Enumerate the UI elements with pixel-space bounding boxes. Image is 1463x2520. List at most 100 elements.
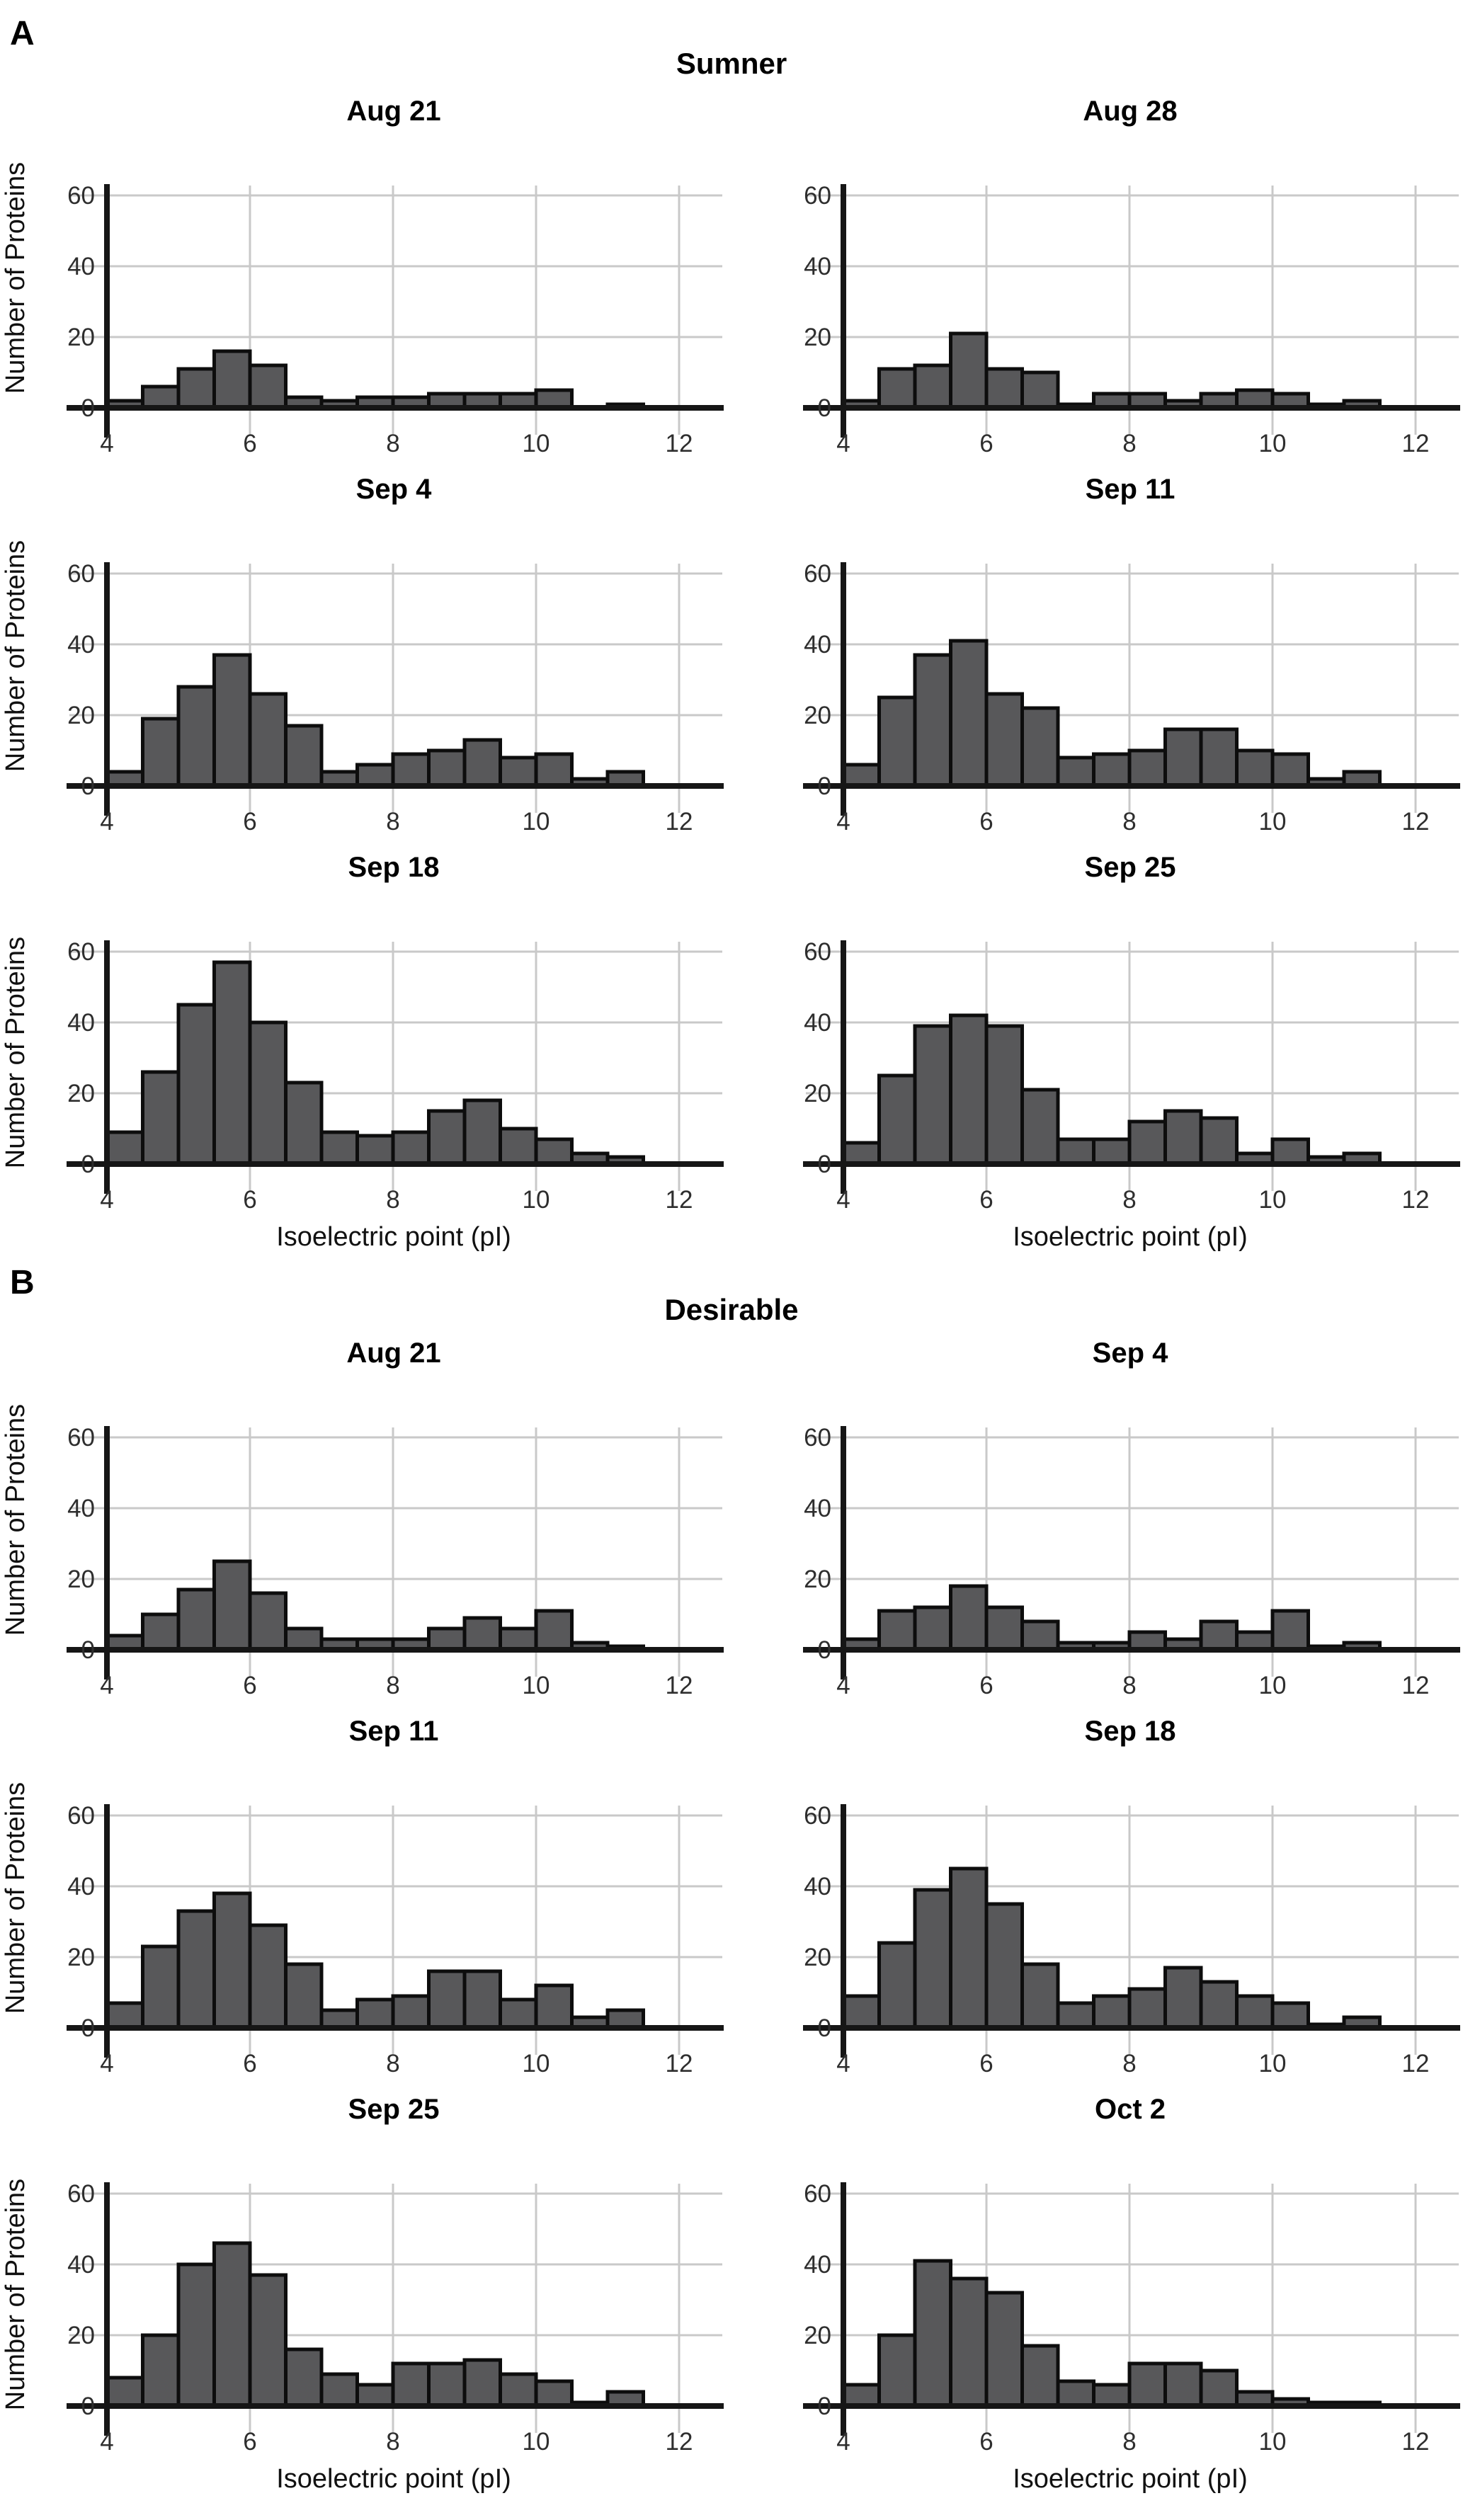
axes [803,1426,1460,1680]
subplot-row: Number of Proteins Sep 4 0 20 40 60 4 6 8 10 12 … [0,469,1463,843]
panel-b-label: B [10,1264,35,1301]
svg-text:60: 60 [804,938,831,966]
panel-a-header: A Sumner [0,7,1463,91]
panel-b-header: B Desirable [0,1262,1463,1333]
svg-text:4: 4 [836,430,850,457]
histogram-plot: 0 20 40 60 4 6 8 10 12 [67,560,724,836]
svg-text:20: 20 [804,1944,831,1971]
svg-text:8: 8 [1122,1672,1136,1699]
subplot-a-sep11: Sep 11 0 20 40 60 4 6 8 10 12 [769,469,1463,843]
svg-text:0: 0 [818,1151,831,1178]
svg-text:0: 0 [81,2014,95,2042]
svg-text:4: 4 [100,430,113,457]
panel-a-label: A [10,15,35,52]
axes [67,184,724,438]
tick-labels: 0 20 40 60 4 6 8 10 12 [67,560,693,836]
svg-text:0: 0 [818,772,831,800]
axes [803,2182,1460,2436]
svg-text:60: 60 [67,1802,95,1830]
histogram-plot: 0 20 40 60 4 6 8 10 12 [803,1802,1460,2077]
y-axis-label-text: Number of Proteins [1,161,31,394]
y-axis-label-text: Number of Proteins [1,540,31,772]
svg-text:6: 6 [243,430,256,457]
svg-text:6: 6 [243,808,256,836]
y-axis-label: Number of Proteins [0,91,33,464]
bars [105,349,645,410]
subplot-a-aug21: Aug 21 0 20 40 60 4 6 8 10 12 [33,91,727,464]
svg-text:40: 40 [804,2251,831,2279]
subplot-a-sep18: Sep 18 0 20 40 60 4 6 8 10 12 Isoelectric point … [33,847,727,1258]
subplot-title: Sep 25 [348,2094,440,2125]
bars [841,1866,1382,2030]
subplot-title: Sep 4 [355,474,432,505]
svg-text:0: 0 [81,1151,95,1178]
svg-text:6: 6 [979,1186,993,1214]
svg-text:20: 20 [67,702,95,729]
tick-labels: 0 20 40 60 4 6 8 10 12 [67,2180,693,2456]
bars [105,960,645,1166]
svg-text:40: 40 [804,253,831,280]
svg-text:6: 6 [979,2428,993,2456]
svg-text:12: 12 [1402,2428,1430,2456]
histogram-plot: 0 20 40 60 4 6 8 10 12 [803,2180,1460,2456]
svg-text:4: 4 [100,1186,113,1214]
svg-text:20: 20 [67,1080,95,1107]
axes [67,562,724,816]
subplot-row: Number of Proteins Aug 21 0 20 40 60 4 6 8 10 12… [0,91,1463,464]
svg-text:6: 6 [243,2050,256,2077]
subplot-a-sep25: Sep 25 0 20 40 60 4 6 8 10 12 Isoelectric point … [769,847,1463,1258]
svg-text:8: 8 [1122,2428,1136,2456]
svg-text:60: 60 [804,1424,831,1452]
svg-text:40: 40 [67,253,95,280]
subplot-b-sep4: Sep 4 0 20 40 60 4 6 8 10 12 [769,1333,1463,1706]
svg-text:4: 4 [100,1672,113,1699]
histogram-plot: 0 20 40 60 4 6 8 10 12 [803,938,1460,1214]
tick-labels: 0 20 40 60 4 6 8 10 12 [804,2180,1429,2456]
subplot-a-aug28: Aug 28 0 20 40 60 4 6 8 10 12 [769,91,1463,464]
svg-text:12: 12 [666,1672,693,1699]
svg-text:8: 8 [1122,1186,1136,1214]
svg-text:6: 6 [979,808,993,836]
histogram-plot: 0 20 40 60 4 6 8 10 12 [67,938,724,1214]
svg-text:0: 0 [818,394,831,422]
axes [803,184,1460,438]
bars [841,1584,1382,1652]
tick-labels: 0 20 40 60 4 6 8 10 12 [67,1802,693,2077]
svg-text:10: 10 [523,2428,550,2456]
svg-text:10: 10 [1259,2050,1287,2077]
svg-text:20: 20 [804,1080,831,1107]
svg-text:0: 0 [818,2393,831,2420]
svg-text:4: 4 [836,1186,850,1214]
svg-text:10: 10 [523,430,550,457]
axes [803,940,1460,1194]
subplot-title: Sep 11 [1085,474,1175,505]
svg-text:10: 10 [1259,430,1287,457]
bars [841,639,1382,788]
svg-text:6: 6 [243,1186,256,1214]
svg-text:20: 20 [67,324,95,351]
y-axis-label: Number of Proteins [0,2089,33,2499]
subplot-b-sep18: Sep 18 0 20 40 60 4 6 8 10 12 [769,1711,1463,2085]
svg-text:20: 20 [67,1566,95,1593]
svg-text:10: 10 [523,1186,550,1214]
svg-text:4: 4 [100,2050,113,2077]
subplot-title: Oct 2 [1094,2094,1166,2125]
y-axis-label-text: Number of Proteins [1,1403,31,1636]
axes [803,562,1460,816]
svg-text:20: 20 [67,2322,95,2349]
subplot-row: Number of Proteins Sep 18 0 20 40 60 4 6 8 10 12… [0,847,1463,1258]
svg-text:60: 60 [67,938,95,966]
x-axis-label: Isoelectric point (pI) [1013,2464,1248,2494]
histogram-plot: 0 20 40 60 4 6 8 10 12 [803,182,1460,457]
svg-text:60: 60 [804,1802,831,1830]
y-axis-label-text: Number of Proteins [1,936,31,1168]
subplot-title: Aug 21 [346,96,441,127]
svg-text:40: 40 [67,1009,95,1037]
svg-text:60: 60 [67,2180,95,2208]
svg-text:40: 40 [804,1873,831,1900]
y-axis-label-text: Number of Proteins [1,2178,31,2410]
svg-text:8: 8 [386,430,399,457]
y-axis-label-text: Number of Proteins [1,1781,31,2014]
svg-text:40: 40 [67,2251,95,2279]
